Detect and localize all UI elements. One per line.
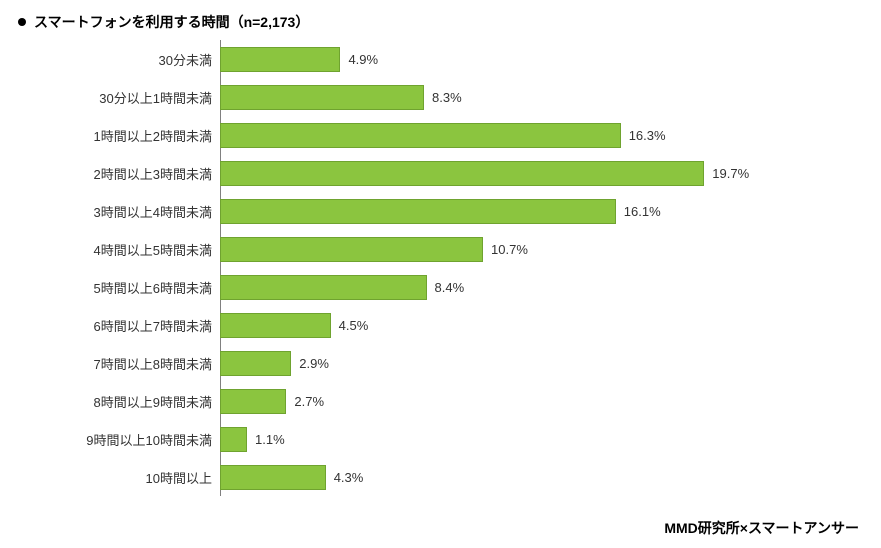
category-label: 4時間以上5時間未満 <box>0 240 220 259</box>
bar-wrap: 8.4% <box>220 275 810 300</box>
chart-row: 5時間以上6時間未満 8.4% <box>0 268 881 306</box>
value-label: 2.7% <box>294 394 324 409</box>
chart-row: 4時間以上5時間未満 10.7% <box>0 230 881 268</box>
chart-area: 30分未満 4.9% 30分以上1時間未満 8.3% 1時間以上2時間未満 16.3% 2時… <box>0 40 881 496</box>
chart-row: 10時間以上 4.3% <box>0 458 881 496</box>
bar <box>220 351 291 376</box>
value-label: 19.7% <box>712 166 749 181</box>
chart-row: 6時間以上7時間未満 4.5% <box>0 306 881 344</box>
bar-wrap: 4.9% <box>220 47 810 72</box>
bar-wrap: 2.7% <box>220 389 810 414</box>
category-label: 7時間以上8時間未満 <box>0 354 220 373</box>
chart-row: 3時間以上4時間未満 16.1% <box>0 192 881 230</box>
value-label: 16.1% <box>624 204 661 219</box>
chart-row: 2時間以上3時間未満 19.7% <box>0 154 881 192</box>
category-label: 1時間以上2時間未満 <box>0 126 220 145</box>
bar <box>220 123 621 148</box>
bar <box>220 199 616 224</box>
value-label: 4.5% <box>339 318 369 333</box>
category-label: 6時間以上7時間未満 <box>0 316 220 335</box>
chart-row: 7時間以上8時間未満 2.9% <box>0 344 881 382</box>
value-label: 10.7% <box>491 242 528 257</box>
bar-wrap: 10.7% <box>220 237 810 262</box>
bar <box>220 389 286 414</box>
bar <box>220 313 331 338</box>
chart-row: 1時間以上2時間未満 16.3% <box>0 116 881 154</box>
bullet-icon <box>18 18 26 26</box>
category-label: 10時間以上 <box>0 468 220 487</box>
bar-wrap: 8.3% <box>220 85 810 110</box>
chart-title-row: スマートフォンを利用する時間（n=2,173） <box>18 12 309 32</box>
bar-wrap: 19.7% <box>220 161 810 186</box>
value-label: 8.3% <box>432 90 462 105</box>
value-label: 1.1% <box>255 432 285 447</box>
bar-wrap: 1.1% <box>220 427 810 452</box>
category-label: 5時間以上6時間未満 <box>0 278 220 297</box>
category-label: 9時間以上10時間未満 <box>0 430 220 449</box>
chart-row: 30分未満 4.9% <box>0 40 881 78</box>
value-label: 4.3% <box>334 470 364 485</box>
value-label: 2.9% <box>299 356 329 371</box>
chart-container: スマートフォンを利用する時間（n=2,173） 30分未満 4.9% 30分以上1時… <box>0 0 881 548</box>
bar <box>220 47 340 72</box>
bar-wrap: 16.1% <box>220 199 810 224</box>
value-label: 8.4% <box>435 280 465 295</box>
bar <box>220 237 483 262</box>
category-label: 30分以上1時間未満 <box>0 88 220 107</box>
category-label: 3時間以上4時間未満 <box>0 202 220 221</box>
value-label: 16.3% <box>629 128 666 143</box>
bar <box>220 465 326 490</box>
bar-wrap: 16.3% <box>220 123 810 148</box>
chart-row: 8時間以上9時間未満 2.7% <box>0 382 881 420</box>
bar-wrap: 2.9% <box>220 351 810 376</box>
chart-footer: MMD研究所×スマートアンサー <box>664 518 859 538</box>
bar <box>220 85 424 110</box>
chart-row: 9時間以上10時間未満 1.1% <box>0 420 881 458</box>
bar-wrap: 4.3% <box>220 465 810 490</box>
bar <box>220 275 427 300</box>
bar <box>220 427 247 452</box>
category-label: 2時間以上3時間未満 <box>0 164 220 183</box>
bar-wrap: 4.5% <box>220 313 810 338</box>
chart-row: 30分以上1時間未満 8.3% <box>0 78 881 116</box>
category-label: 30分未満 <box>0 50 220 69</box>
value-label: 4.9% <box>348 52 378 67</box>
bar <box>220 161 704 186</box>
category-label: 8時間以上9時間未満 <box>0 392 220 411</box>
chart-title: スマートフォンを利用する時間（n=2,173） <box>34 12 309 32</box>
